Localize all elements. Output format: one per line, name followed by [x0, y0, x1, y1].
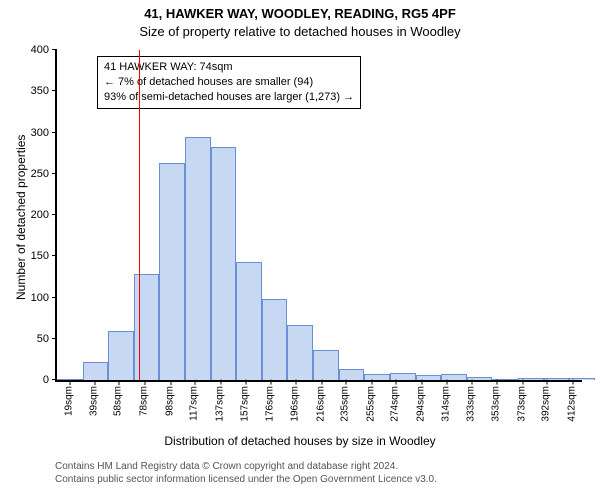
x-tick: 373sqm: [516, 380, 527, 422]
histogram-bar: [211, 147, 237, 380]
footer-line1: Contains HM Land Registry data © Crown c…: [55, 460, 437, 473]
histogram-bar: [313, 350, 339, 380]
footer-line2: Contains public sector information licen…: [55, 473, 437, 486]
x-tick: 353sqm: [491, 380, 502, 422]
x-tick: 117sqm: [189, 380, 200, 421]
x-tick: 294sqm: [415, 380, 426, 422]
annotation-box: 41 HAWKER WAY: 74sqm ← 7% of detached ho…: [97, 56, 361, 109]
x-tick: 58sqm: [113, 380, 124, 416]
y-tick: 350: [31, 85, 57, 97]
x-tick: 78sqm: [139, 380, 150, 416]
x-tick: 157sqm: [240, 380, 251, 422]
x-tick: 255sqm: [365, 380, 376, 422]
reference-line: [139, 50, 140, 380]
x-tick: 19sqm: [63, 380, 74, 416]
annotation-line1: 41 HAWKER WAY: 74sqm: [104, 60, 354, 75]
x-tick: 392sqm: [541, 380, 552, 422]
plot-area: 41 HAWKER WAY: 74sqm ← 7% of detached ho…: [55, 50, 582, 382]
x-tick: 196sqm: [290, 380, 301, 422]
chart-title-line1: 41, HAWKER WAY, WOODLEY, READING, RG5 4P…: [0, 6, 600, 21]
annotation-line2: ← 7% of detached houses are smaller (94): [104, 75, 354, 90]
histogram-bar: [236, 262, 262, 380]
histogram-bar: [108, 331, 134, 381]
histogram-bar: [185, 137, 211, 380]
x-tick: 314sqm: [441, 380, 452, 422]
y-tick: 100: [31, 292, 57, 304]
annotation-line3: 93% of semi-detached houses are larger (…: [104, 90, 354, 105]
histogram-bar: [339, 369, 365, 380]
x-tick: 274sqm: [390, 380, 401, 422]
x-tick: 235sqm: [340, 380, 351, 422]
footer-text: Contains HM Land Registry data © Crown c…: [55, 460, 437, 486]
x-tick: 412sqm: [566, 380, 577, 422]
x-axis-label: Distribution of detached houses by size …: [0, 434, 600, 448]
y-tick: 50: [37, 333, 57, 345]
y-tick: 150: [31, 250, 57, 262]
histogram-bar: [390, 373, 416, 380]
y-tick: 400: [31, 44, 57, 56]
y-tick: 0: [43, 374, 57, 386]
histogram-bar: [287, 325, 313, 380]
y-axis-label: Number of detached properties: [14, 135, 28, 300]
x-tick: 333sqm: [465, 380, 476, 422]
y-tick: 200: [31, 209, 57, 221]
x-tick: 137sqm: [214, 380, 225, 422]
y-tick: 250: [31, 168, 57, 180]
chart-title-line2: Size of property relative to detached ho…: [0, 24, 600, 39]
histogram-bar: [83, 362, 109, 380]
x-tick: 39sqm: [89, 380, 100, 416]
x-tick: 176sqm: [264, 380, 275, 422]
histogram-bar: [262, 299, 288, 380]
y-tick: 300: [31, 127, 57, 139]
histogram-bar: [159, 163, 185, 380]
x-tick: 98sqm: [164, 380, 175, 416]
x-tick: 216sqm: [315, 380, 326, 422]
histogram-bar: [134, 274, 160, 380]
chart-container: 41, HAWKER WAY, WOODLEY, READING, RG5 4P…: [0, 0, 600, 500]
